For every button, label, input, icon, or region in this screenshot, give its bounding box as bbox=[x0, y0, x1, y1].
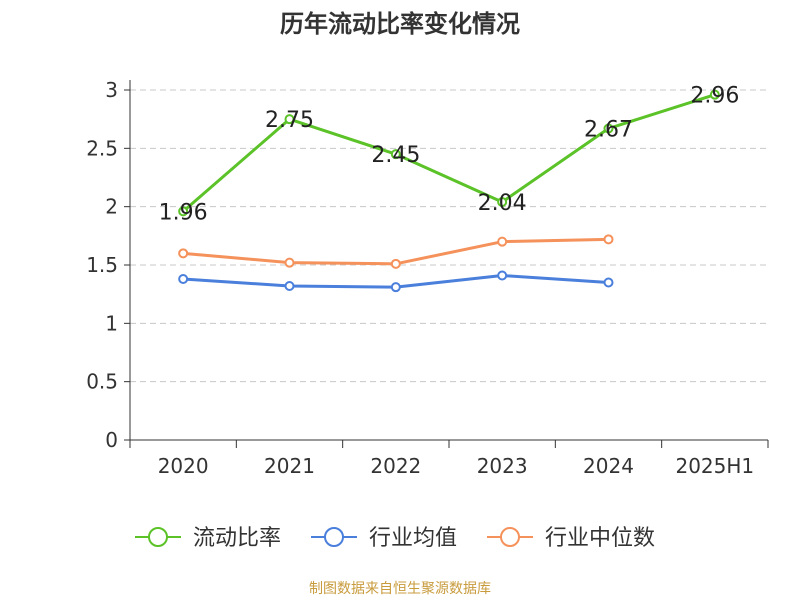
x-tick-label: 2025H1 bbox=[675, 454, 754, 478]
x-tick-label: 2022 bbox=[370, 454, 421, 478]
data-point bbox=[390, 282, 401, 293]
data-label: 1.96 bbox=[159, 200, 208, 225]
x-tick-label: 2024 bbox=[583, 454, 634, 478]
x-tick-label: 2021 bbox=[264, 454, 315, 478]
x-tick-label: 2023 bbox=[477, 454, 528, 478]
chart-title: 历年流动比率变化情况 bbox=[280, 10, 520, 38]
data-point bbox=[497, 270, 508, 281]
data-label: 2.45 bbox=[371, 143, 420, 168]
data-point bbox=[709, 89, 720, 100]
y-tick-label: 2 bbox=[105, 195, 118, 219]
y-tick-label: 0 bbox=[105, 428, 118, 452]
legend-label: 流动比率 bbox=[193, 526, 281, 551]
data-source-note: 制图数据来自恒生聚源数据库 bbox=[309, 581, 491, 597]
data-label: 2.04 bbox=[478, 191, 527, 216]
data-point bbox=[603, 123, 614, 134]
data-point bbox=[497, 236, 508, 247]
data-point bbox=[603, 277, 614, 288]
data-point bbox=[284, 257, 295, 268]
series-line-0 bbox=[182, 93, 716, 213]
y-tick-label: 2.5 bbox=[86, 136, 118, 160]
data-label: 2.67 bbox=[584, 118, 633, 143]
data-point bbox=[178, 274, 189, 284]
data-label: 2.96 bbox=[690, 84, 739, 109]
y-tick-label: 1 bbox=[105, 311, 118, 335]
y-tick-label: 1.5 bbox=[86, 253, 118, 277]
data-point bbox=[603, 234, 614, 245]
data-label: 2.75 bbox=[265, 108, 314, 133]
legend-label: 行业均值 bbox=[369, 526, 457, 551]
legend-marker bbox=[324, 527, 344, 547]
x-tick-label: 2020 bbox=[158, 454, 209, 478]
data-point bbox=[497, 197, 508, 207]
data-point bbox=[178, 206, 189, 217]
data-point bbox=[178, 248, 189, 259]
data-point bbox=[284, 281, 295, 291]
legend-marker bbox=[148, 527, 168, 547]
legend-marker bbox=[500, 527, 520, 547]
data-point bbox=[390, 258, 401, 269]
legend-label: 行业中位数 bbox=[545, 526, 655, 551]
data-point bbox=[390, 149, 401, 160]
y-tick-label: 0.5 bbox=[86, 370, 118, 394]
y-tick-label: 3 bbox=[105, 78, 118, 102]
data-point bbox=[284, 114, 295, 125]
